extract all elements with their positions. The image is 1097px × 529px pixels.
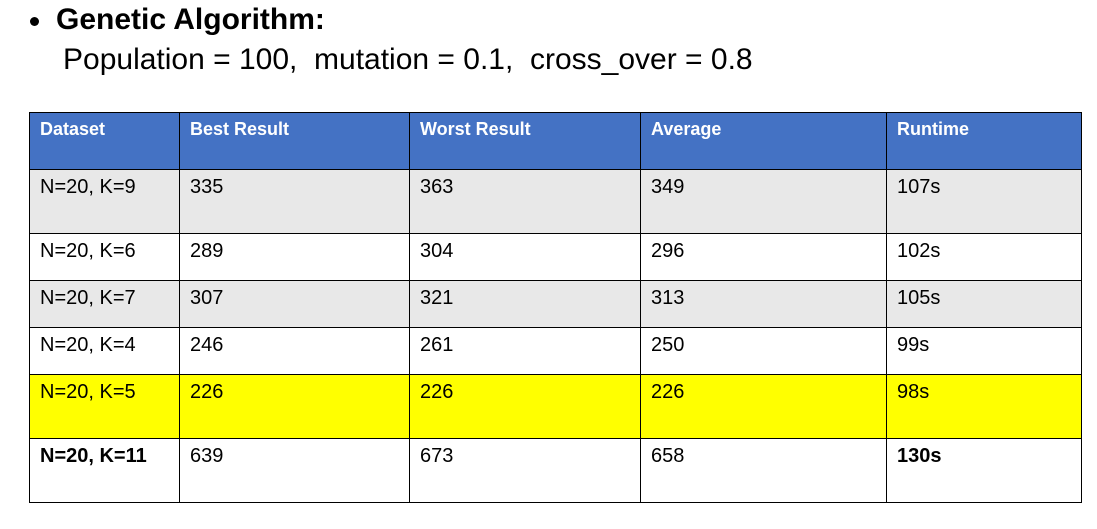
table-header-row: Dataset Best Result Worst Result Average…: [29, 112, 1082, 170]
cell-average: 349: [640, 169, 887, 234]
cell-worst-result: 261: [409, 327, 641, 375]
cell-runtime: 98s: [886, 374, 1082, 439]
table-row: N=20, K=7 307 321 313 105s: [29, 280, 1082, 328]
cell-dataset: N=20, K=5: [29, 374, 180, 439]
table-row: N=20, K=11 639 673 658 130s: [29, 438, 1082, 503]
column-header-worst-result: Worst Result: [409, 112, 641, 170]
cell-best-result: 307: [179, 280, 410, 328]
cell-runtime: 102s: [886, 233, 1082, 281]
table-row: N=20, K=4 246 261 250 99s: [29, 327, 1082, 375]
cell-worst-result: 226: [409, 374, 641, 439]
cell-dataset: N=20, K=7: [29, 280, 180, 328]
cell-best-result: 335: [179, 169, 410, 234]
cell-runtime: 99s: [886, 327, 1082, 375]
cell-worst-result: 304: [409, 233, 641, 281]
column-header-dataset: Dataset: [29, 112, 180, 170]
column-header-best-result: Best Result: [179, 112, 410, 170]
cell-dataset: N=20, K=11: [29, 438, 180, 503]
table-row: N=20, K=6 289 304 296 102s: [29, 233, 1082, 281]
column-header-average: Average: [640, 112, 887, 170]
heading-title: Genetic Algorithm:: [56, 3, 325, 36]
cell-runtime: 130s: [886, 438, 1082, 503]
cell-average: 226: [640, 374, 887, 439]
cell-runtime: 107s: [886, 169, 1082, 234]
parameters-line: Population = 100, mutation = 0.1, cross_…: [63, 43, 753, 76]
bullet-icon: [30, 16, 39, 26]
table-row-highlighted: N=20, K=5 226 226 226 98s: [29, 374, 1082, 439]
cell-average: 296: [640, 233, 887, 281]
column-header-runtime: Runtime: [886, 112, 1082, 170]
cell-worst-result: 363: [409, 169, 641, 234]
cell-dataset: N=20, K=6: [29, 233, 180, 281]
results-table: Dataset Best Result Worst Result Average…: [29, 112, 1082, 503]
cell-worst-result: 673: [409, 438, 641, 503]
cell-best-result: 289: [179, 233, 410, 281]
section-heading: Genetic Algorithm:: [30, 0, 325, 40]
table-row: N=20, K=9 335 363 349 107s: [29, 169, 1082, 234]
cell-best-result: 639: [179, 438, 410, 503]
cell-best-result: 226: [179, 374, 410, 439]
cell-average: 658: [640, 438, 887, 503]
cell-worst-result: 321: [409, 280, 641, 328]
cell-best-result: 246: [179, 327, 410, 375]
cell-runtime: 105s: [886, 280, 1082, 328]
cell-dataset: N=20, K=9: [29, 169, 180, 234]
cell-average: 313: [640, 280, 887, 328]
cell-dataset: N=20, K=4: [29, 327, 180, 375]
cell-average: 250: [640, 327, 887, 375]
